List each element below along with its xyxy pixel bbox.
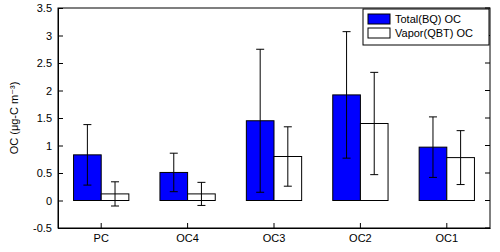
y-tick-mark <box>58 63 63 64</box>
x-tick: OC4 <box>176 223 199 244</box>
x-axis-line <box>59 228 491 229</box>
x-tick-label: PC <box>94 232 109 244</box>
legend-swatch <box>368 14 390 24</box>
x-tick-mark <box>187 223 188 228</box>
x-tick-mark <box>101 223 102 228</box>
y-tick-mark <box>485 173 490 174</box>
x-tick: OC2 <box>349 223 372 244</box>
x-tick-label: OC2 <box>349 232 372 244</box>
y-tick-mark <box>58 118 63 119</box>
y-tick-label: 2.5 <box>37 57 52 69</box>
y-tick-mark <box>58 8 63 9</box>
error-bar <box>429 117 437 177</box>
legend-swatch <box>368 28 390 38</box>
legend-box <box>363 9 489 45</box>
y-tick-mark <box>485 200 490 201</box>
y-tick-label: 0 <box>46 195 52 207</box>
y-tick-mark <box>58 201 63 202</box>
error-bar <box>83 125 91 186</box>
y-tick-label: 3 <box>46 30 52 42</box>
error-bar <box>284 127 292 186</box>
y-tick-mark <box>58 173 63 174</box>
chart: -0.5 0 0.5 1 1.5 2 2.5 3 3.5 PC OC4 OC3 OC2 OC1 Total(… <box>0 0 500 252</box>
y-tick: 1.5 <box>37 112 63 124</box>
y-tick-label: 2 <box>46 85 52 97</box>
error-bar <box>170 153 178 192</box>
y-tick-mark <box>485 8 490 9</box>
x-tick-label: OC3 <box>263 232 286 244</box>
y-tick: 3.5 <box>37 2 63 14</box>
y-axis-title: OC (μg-C m⁻³) <box>8 82 20 155</box>
y-tick-mark <box>58 36 63 37</box>
error-bar <box>256 49 264 192</box>
error-bar <box>197 182 205 205</box>
y-tick-mark <box>485 90 490 91</box>
legend: Total(BQ) OC Vapor(QBT) OC <box>363 9 489 45</box>
y-tick-label: -0.5 <box>33 222 52 234</box>
legend-label: Total(BQ) OC <box>395 13 461 25</box>
y-tick-label: 0.5 <box>37 167 52 179</box>
x-tick-mark <box>360 223 361 228</box>
y-tick: 3 <box>46 30 63 42</box>
y-tick-mark <box>58 91 63 92</box>
x-tick-mark <box>446 223 447 228</box>
y-tick-mark <box>485 145 490 146</box>
y-tick: 2.5 <box>37 57 63 69</box>
legend-label: Vapor(QBT) OC <box>395 27 473 39</box>
y-tick-mark <box>485 118 490 119</box>
error-bar <box>111 182 119 206</box>
y-tick: 1 <box>46 140 63 152</box>
y-tick-label: 1 <box>46 140 52 152</box>
y-tick: 0 <box>46 195 63 207</box>
x-tick: PC <box>94 223 109 244</box>
plot-frame <box>58 8 490 228</box>
y-tick-label: 1.5 <box>37 112 52 124</box>
error-bar <box>370 72 378 174</box>
y-tick: 2 <box>46 85 63 97</box>
x-tick: OC1 <box>435 223 458 244</box>
y-tick-mark <box>58 146 63 147</box>
plot: -0.5 0 0.5 1 1.5 2 2.5 3 3.5 PC OC4 OC3 OC2 OC1 Total(… <box>33 2 490 244</box>
error-bar <box>457 131 465 185</box>
x-axis: PC OC4 OC3 OC2 OC1 <box>59 223 491 244</box>
y-tick-label: 3.5 <box>37 2 52 14</box>
bars <box>74 32 475 206</box>
error-bar <box>343 32 351 158</box>
y-axis: -0.5 0 0.5 1 1.5 2 2.5 3 3.5 <box>33 2 63 234</box>
x-tick: OC3 <box>263 223 286 244</box>
x-tick-mark <box>274 223 275 228</box>
x-tick-label: OC4 <box>176 232 199 244</box>
y-tick: 0.5 <box>37 167 63 179</box>
y-tick-mark <box>485 63 490 64</box>
x-tick-label: OC1 <box>435 232 458 244</box>
